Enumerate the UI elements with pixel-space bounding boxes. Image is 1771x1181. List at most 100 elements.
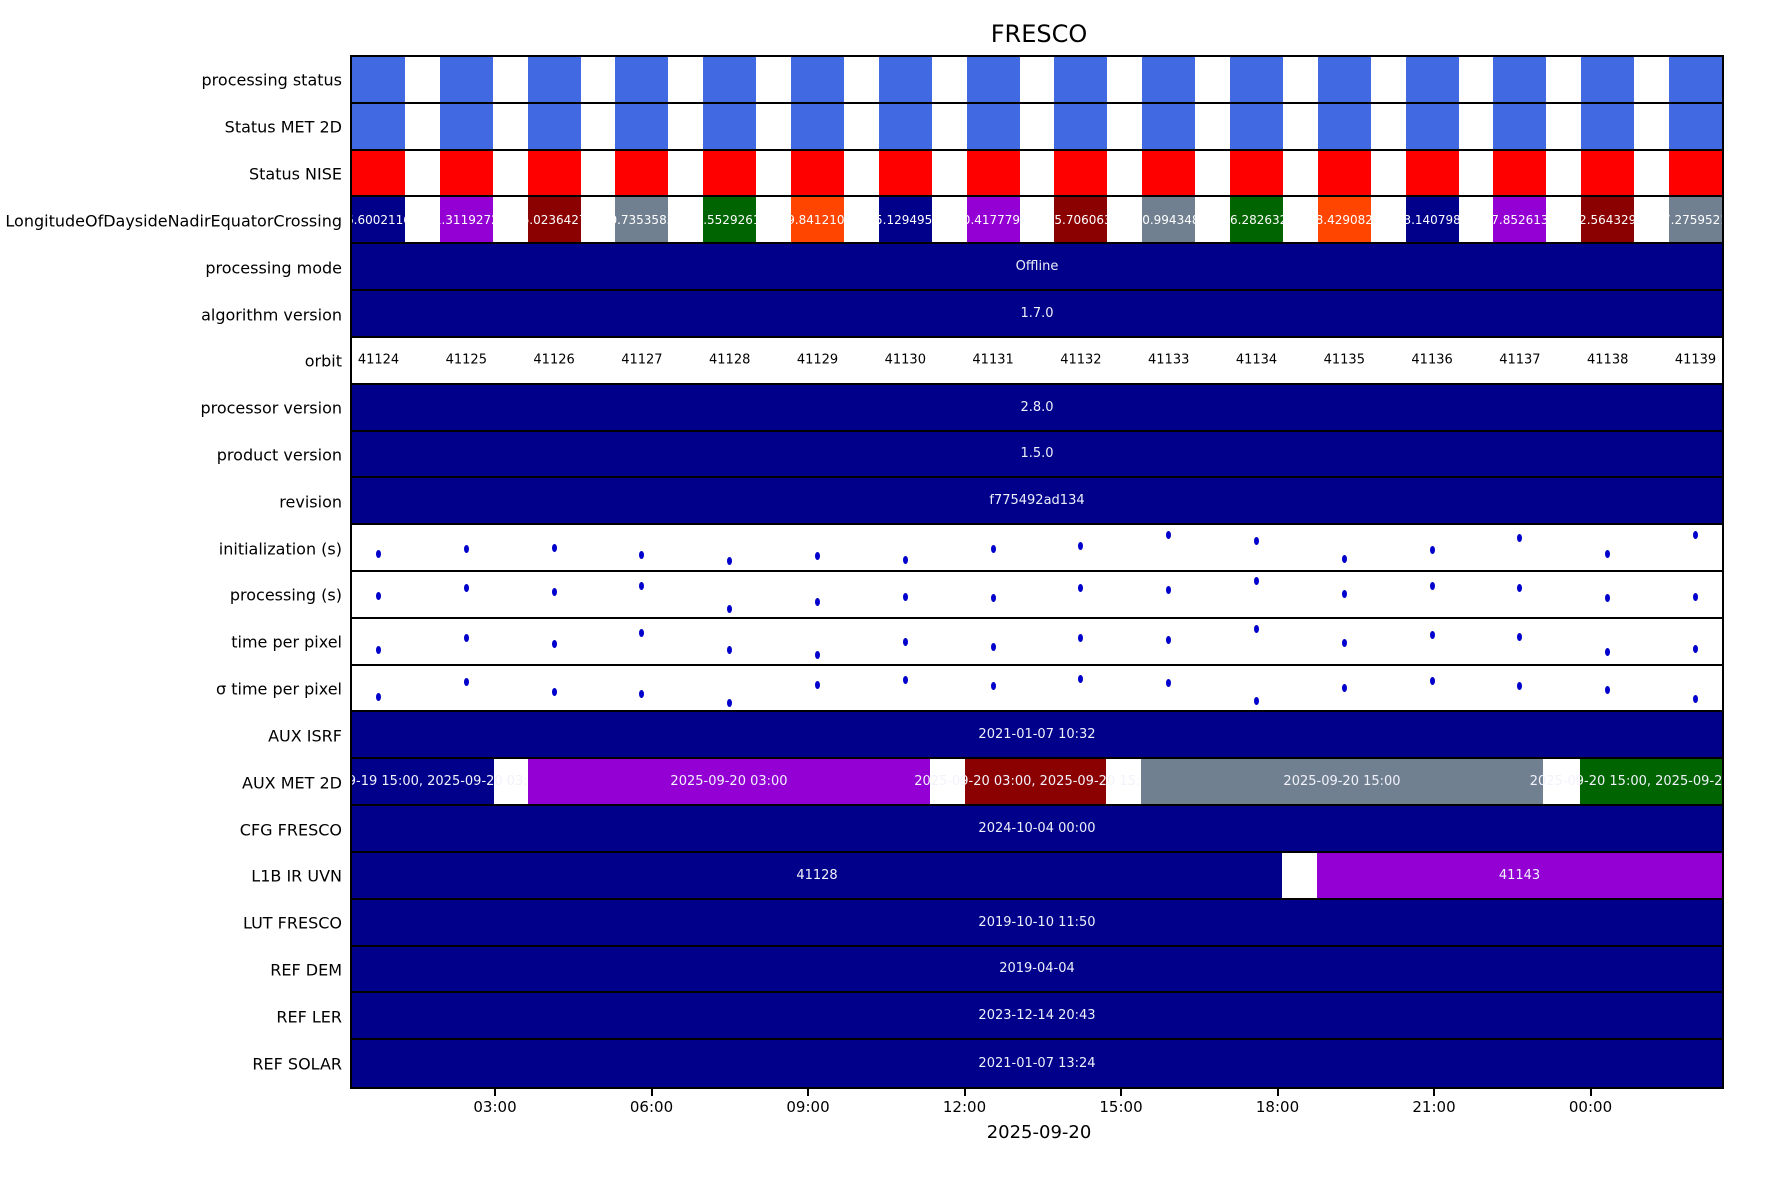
status-block	[703, 103, 757, 149]
longitude-block	[1405, 197, 1459, 243]
data-point	[1605, 685, 1611, 694]
status-block	[1054, 103, 1108, 149]
longitude-value: -55.12949501	[863, 212, 948, 227]
row-label: processing status	[201, 70, 342, 90]
data-point	[1693, 530, 1698, 539]
status-block	[966, 57, 1020, 102]
row-solid: 1.5.0	[352, 431, 1722, 479]
data-point	[551, 544, 557, 553]
longitude-value: 96.60021167	[352, 212, 419, 227]
orbit-number: 41131	[972, 352, 1014, 368]
row-scatter	[352, 525, 1722, 572]
status-block	[615, 150, 669, 196]
data-point	[463, 545, 469, 554]
data-point	[1605, 549, 1611, 558]
longitude-block	[878, 197, 932, 243]
data-point	[1429, 677, 1435, 686]
data-point	[639, 628, 645, 637]
orbit-number: 41135	[1323, 352, 1365, 368]
data-point	[1341, 684, 1347, 693]
row-solid: 2.8.0	[352, 384, 1722, 432]
interval-segment: 2025-09-20 03:00, 2025-09-20 15:00	[914, 759, 1157, 805]
row-segments: 41128 41143	[352, 852, 1722, 900]
status-block	[1230, 57, 1283, 102]
longitude-block	[439, 197, 493, 243]
orbit-number: 41129	[796, 352, 839, 368]
row-solid: 2023-12-14 20:43	[352, 993, 1722, 1041]
orbit-number: 41124	[357, 352, 400, 368]
data-point	[990, 594, 996, 603]
data-point	[639, 689, 645, 698]
data-point	[1429, 546, 1435, 555]
status-block	[1493, 103, 1547, 149]
orbit-number: 41128	[709, 352, 751, 368]
row-label: σ time per pixel	[216, 679, 342, 699]
status-block	[1405, 57, 1459, 102]
status-block	[352, 150, 405, 196]
status-block	[1405, 150, 1459, 196]
row-solid: f775492ad134	[352, 478, 1722, 526]
status-block	[1230, 150, 1283, 196]
row-label: AUX MET 2D	[242, 773, 342, 793]
data-point	[376, 693, 381, 702]
row-value: 2021-01-07 10:32	[978, 727, 1096, 743]
status-block	[1054, 150, 1108, 196]
status-block	[1142, 150, 1196, 196]
longitude-block	[1054, 197, 1108, 243]
row-label: LUT FRESCO	[242, 913, 342, 933]
longitude-value: 77.27595214	[1655, 212, 1722, 227]
data-point	[1078, 674, 1084, 683]
row-value: 2.8.0	[1020, 399, 1054, 415]
row-label: REF SOLAR	[252, 1054, 342, 1074]
data-point	[463, 634, 469, 643]
row-label: product version	[216, 445, 342, 465]
row-solid: 2021-01-07 13:24	[352, 1040, 1722, 1087]
row-value: 2019-10-10 11:50	[978, 914, 1096, 930]
interval-segment-label: 41143	[1498, 867, 1541, 883]
x-tick-label: 15:00	[1099, 1098, 1143, 1116]
status-block	[352, 103, 405, 149]
longitude-value: -29.84121057	[775, 212, 860, 227]
interval-segment-label: 2025-09-19 15:00, 2025-09-20 03:00	[352, 774, 545, 790]
longitude-value: 20.73535833	[601, 212, 682, 227]
data-point	[1517, 681, 1523, 690]
x-tick	[494, 1087, 496, 1096]
data-point	[815, 598, 820, 607]
data-point	[376, 550, 381, 559]
row-value: f775492ad134	[989, 493, 1085, 509]
status-block	[1142, 57, 1196, 102]
interval-segment-label: 2025-09-20 15:00, 2025-09-21 03:00	[1529, 774, 1724, 790]
status-block	[1493, 150, 1547, 196]
data-point	[1605, 648, 1611, 656]
row-solid: 2024-10-04 00:00	[352, 806, 1722, 853]
longitude-value: -156.28263279	[1210, 212, 1303, 227]
row-value: 2024-10-04 00:00	[978, 820, 1096, 836]
data-point	[551, 687, 557, 696]
data-point	[1166, 531, 1172, 540]
interval-segment: 2025-09-20 03:00	[528, 759, 930, 805]
status-block	[1669, 57, 1722, 102]
status-block	[439, 150, 493, 196]
status-block	[878, 103, 932, 149]
status-block	[527, 103, 581, 149]
row-solid: 2021-01-07 10:32	[352, 712, 1722, 760]
longitude-block	[352, 197, 405, 243]
x-tick	[1589, 1087, 1592, 1096]
row-value: 1.5.0	[1020, 446, 1054, 462]
status-block	[615, 103, 669, 149]
x-axis-date-label: 2025-09-20	[986, 1122, 1092, 1143]
data-point	[1693, 592, 1698, 601]
data-point	[1254, 624, 1259, 633]
status-block	[1581, 150, 1635, 196]
orbit-number: 41139	[1674, 352, 1717, 368]
data-point	[1429, 631, 1435, 640]
data-point	[639, 550, 645, 559]
data-point	[1166, 635, 1172, 644]
data-point	[815, 680, 820, 689]
data-point	[1254, 536, 1259, 545]
longitude-value: -130.99434835	[1122, 212, 1215, 227]
status-block	[966, 150, 1020, 196]
data-point	[639, 581, 645, 590]
row-scatter	[352, 666, 1722, 713]
status-block	[1317, 150, 1371, 196]
